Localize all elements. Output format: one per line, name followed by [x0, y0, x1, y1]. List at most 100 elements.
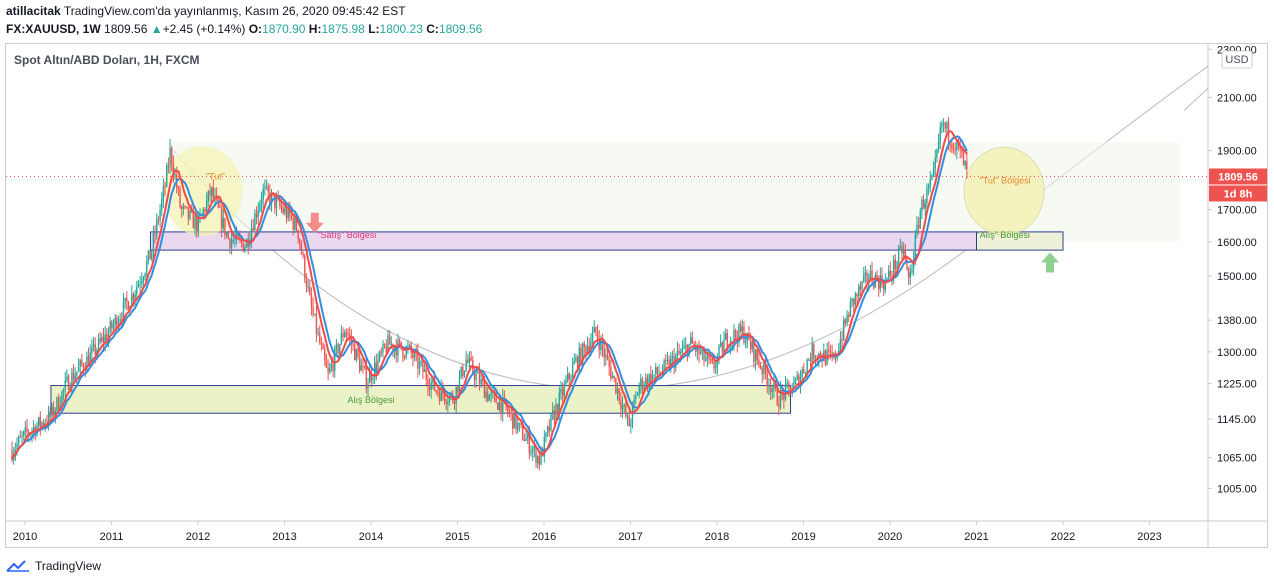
candle-body: [517, 423, 519, 430]
time-tick-label: 2015: [445, 531, 469, 543]
candle-body: [473, 372, 476, 380]
chart-frame[interactable]: [5, 43, 1268, 548]
candle-body: [284, 208, 286, 213]
candle-body: [896, 262, 898, 269]
symbol-label[interactable]: FX:XAUUSD, 1W: [6, 22, 101, 36]
candle-body: [324, 349, 326, 361]
candle-body: [72, 372, 75, 381]
candle-body: [184, 206, 186, 208]
candle-body: [285, 208, 288, 219]
candle-body: [540, 449, 542, 465]
candle-body: [164, 186, 166, 188]
candle-body: [314, 313, 316, 315]
candle-body: [721, 342, 724, 353]
candle-body: [941, 123, 943, 127]
candle-body: [753, 341, 755, 362]
author-name[interactable]: atillacitak: [6, 4, 61, 18]
candle-body: [646, 377, 649, 388]
candle-body: [149, 250, 151, 260]
candle-body: [758, 359, 760, 366]
candle-body: [97, 338, 100, 351]
candle-body: [317, 332, 319, 334]
candle-body: [156, 219, 158, 235]
price-tick-label: 1380.00: [1217, 315, 1257, 327]
candle-body: [497, 403, 499, 410]
candle-body: [781, 389, 783, 393]
published-info: TradingView.com'da yayınlanmış, Kasım 26…: [63, 4, 406, 18]
candle-body: [119, 319, 121, 323]
candle-body: [99, 338, 101, 342]
candle-body: [355, 349, 358, 361]
candle-body: [304, 255, 306, 279]
candle-body: [47, 411, 50, 425]
candle-body: [453, 402, 456, 405]
candle-body: [245, 239, 248, 248]
candle-body: [571, 364, 574, 378]
plot-area[interactable]: "Tut" "Satış" Bölgesi Alış Bölgesi "Alış" B…: [6, 33, 1261, 471]
candle-body: [796, 375, 798, 380]
candle-body: [843, 319, 845, 340]
candle-body: [289, 207, 291, 216]
price-axis-ticks[interactable]: 2300.002100.001900.001700.001600.001500.…: [1208, 44, 1257, 495]
candle-body: [235, 233, 238, 239]
candle-body: [350, 337, 353, 345]
candle-body: [139, 283, 141, 285]
footer-brand[interactable]: TradingView: [6, 559, 101, 573]
candle-body: [398, 340, 401, 342]
candle-body: [651, 375, 654, 385]
candle-body: [287, 207, 289, 219]
high-value: 1875.98: [321, 22, 365, 36]
candle-body: [483, 381, 486, 399]
candle-body: [300, 244, 303, 254]
candle-body: [269, 192, 271, 205]
candle-body: [621, 405, 624, 409]
candle-body: [723, 339, 725, 353]
candle-body: [177, 187, 180, 190]
candle-body: [538, 456, 541, 465]
candle-body: [613, 376, 615, 378]
candle-body: [699, 352, 702, 354]
candle-body: [889, 270, 892, 276]
candle-body: [701, 348, 704, 353]
candle-body: [858, 286, 860, 297]
candle-body: [295, 217, 298, 231]
candle-body: [463, 370, 466, 377]
candle-body: [630, 423, 632, 427]
candle-body: [477, 372, 479, 374]
candle-body: [794, 379, 797, 383]
candle-body: [640, 378, 642, 386]
candle-body: [718, 346, 720, 357]
candle-body: [21, 435, 23, 438]
candle-body: [724, 333, 727, 340]
candle-body: [74, 375, 76, 381]
candle-body: [430, 382, 432, 390]
candle-body: [445, 401, 447, 404]
candle-body: [548, 426, 551, 431]
candle-body: [525, 438, 527, 441]
candle-body: [76, 371, 78, 376]
candle-body: [703, 348, 705, 361]
candle-body: [146, 260, 148, 274]
candle-body: [498, 401, 501, 410]
candle-body: [929, 179, 931, 187]
candle-body: [207, 190, 210, 201]
candle-body: [395, 347, 397, 356]
candle-body: [566, 373, 569, 381]
candle-body: [803, 369, 805, 373]
currency-badge[interactable]: USD: [1221, 50, 1253, 69]
candle-body: [87, 356, 90, 366]
candle-body: [713, 361, 715, 369]
candle-body: [433, 377, 436, 391]
candle-body: [225, 232, 228, 235]
candle-body: [81, 360, 83, 365]
candle-body: [392, 344, 394, 351]
candle-body: [942, 122, 945, 124]
candle-body: [902, 250, 905, 254]
candle-body: [773, 383, 775, 390]
candle-body: [363, 366, 366, 368]
candle-body: [907, 268, 910, 278]
price-tick-label: 1005.00: [1217, 483, 1257, 495]
candle-body: [623, 404, 625, 406]
time-axis-ticks[interactable]: 2010 2011 2012 2013 2014 2015 2016 2017 2018 2019…: [13, 521, 1162, 543]
